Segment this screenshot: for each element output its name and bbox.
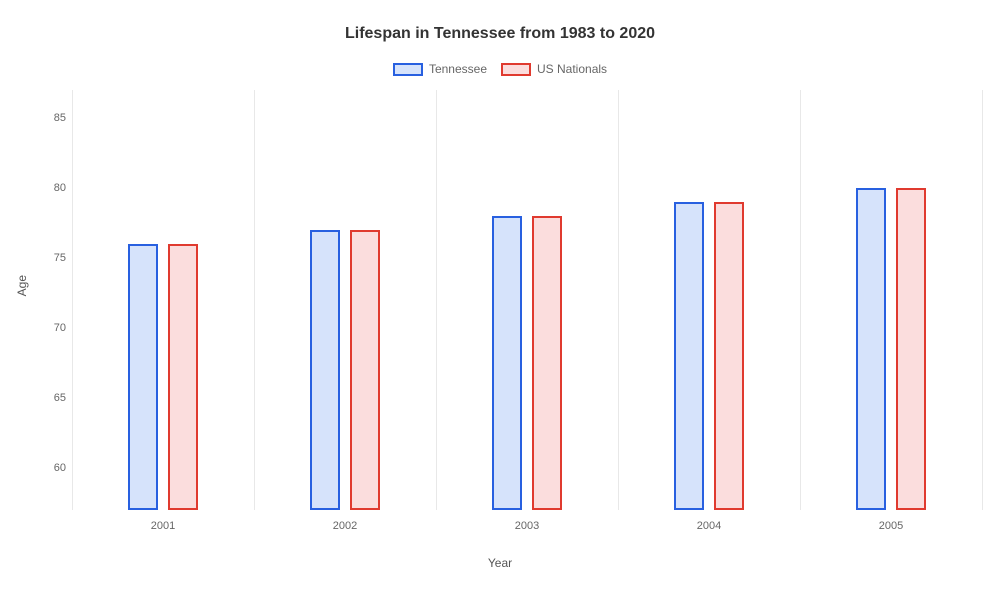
legend: Tennessee US Nationals xyxy=(0,62,1000,76)
bar xyxy=(896,188,926,510)
legend-label: Tennessee xyxy=(429,62,487,76)
bar xyxy=(532,216,562,510)
bars-layer xyxy=(72,90,982,510)
legend-label: US Nationals xyxy=(537,62,607,76)
bar xyxy=(714,202,744,510)
y-tick-label: 65 xyxy=(42,392,66,404)
grid-line xyxy=(436,90,437,510)
x-tick-label: 2003 xyxy=(515,520,539,532)
grid-line xyxy=(72,90,73,510)
x-tick-label: 2002 xyxy=(333,520,357,532)
legend-swatch xyxy=(501,63,531,76)
y-tick-label: 75 xyxy=(42,252,66,264)
grid-line xyxy=(982,90,983,510)
plot-area: 60657075808520012002200320042005 xyxy=(72,90,982,510)
legend-swatch xyxy=(393,63,423,76)
y-tick-label: 85 xyxy=(42,112,66,124)
bar xyxy=(350,230,380,510)
bar xyxy=(492,216,522,510)
bar xyxy=(674,202,704,510)
x-tick-label: 2005 xyxy=(879,520,903,532)
bar xyxy=(128,244,158,510)
chart-title: Lifespan in Tennessee from 1983 to 2020 xyxy=(0,25,1000,43)
bar xyxy=(168,244,198,510)
legend-item: Tennessee xyxy=(393,62,487,76)
x-tick-label: 2001 xyxy=(151,520,175,532)
grid-line xyxy=(800,90,801,510)
grid-line xyxy=(254,90,255,510)
bar xyxy=(310,230,340,510)
legend-item: US Nationals xyxy=(501,62,607,76)
y-tick-label: 60 xyxy=(42,462,66,474)
x-tick-label: 2004 xyxy=(697,520,721,532)
y-axis-label: Age xyxy=(15,275,29,296)
x-axis-label: Year xyxy=(0,556,1000,570)
y-tick-label: 70 xyxy=(42,322,66,334)
grid-line xyxy=(618,90,619,510)
y-tick-label: 80 xyxy=(42,182,66,194)
bar xyxy=(856,188,886,510)
chart-container: Lifespan in Tennessee from 1983 to 2020 … xyxy=(0,0,1000,600)
